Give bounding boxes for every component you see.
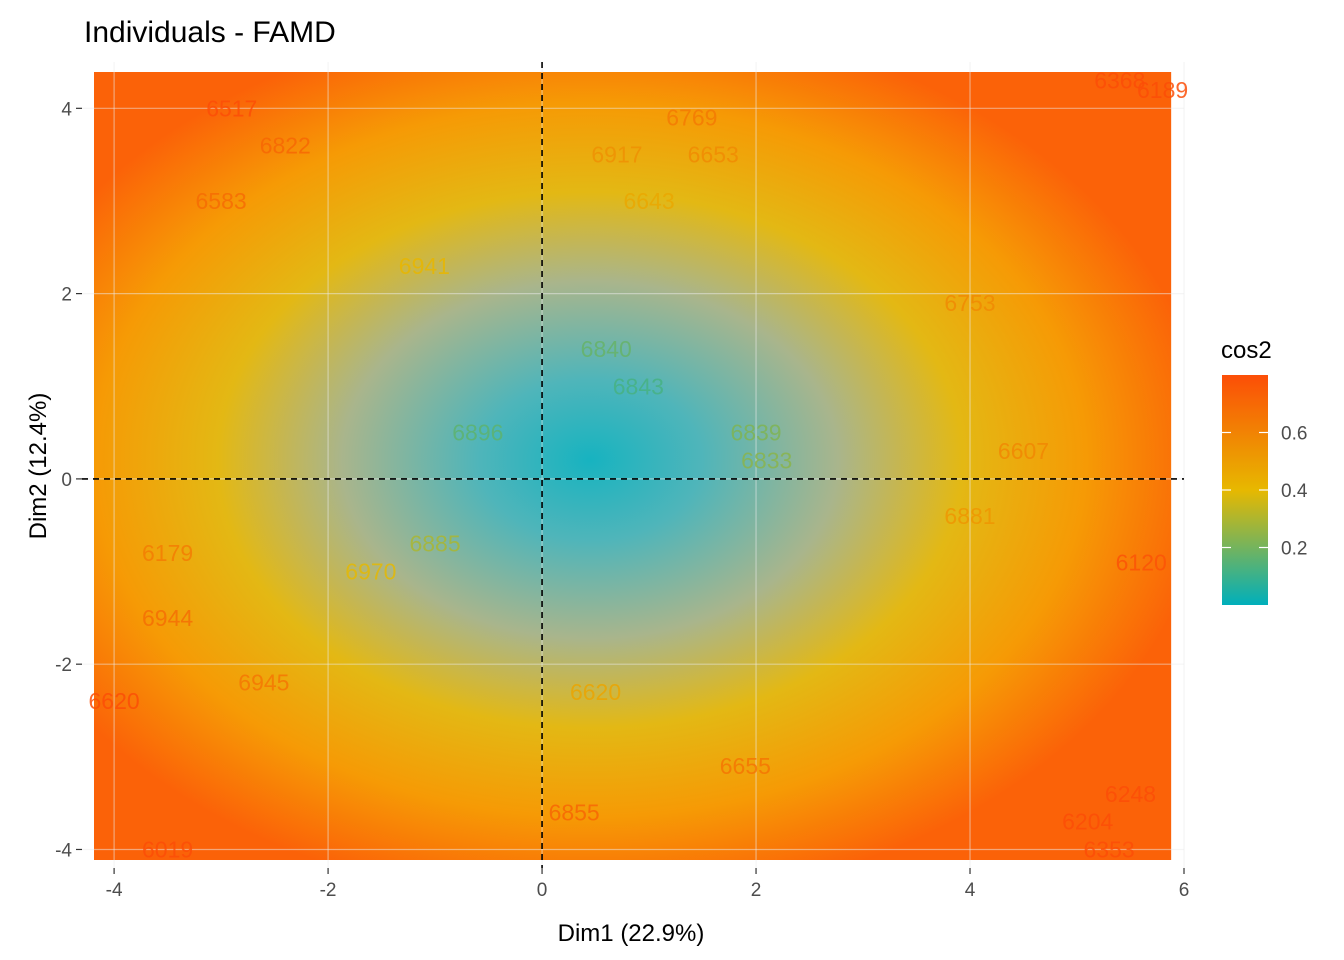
legend-tick-label: 0.2 xyxy=(1281,539,1307,560)
x-axis: -4 -2 0 2 4 6 xyxy=(106,868,1190,901)
legend-tick-label: 0.6 xyxy=(1281,424,1307,445)
y-tick-label: 0 xyxy=(61,470,72,491)
point-label: 6248 xyxy=(1105,781,1156,807)
point-label: 6353 xyxy=(1084,836,1135,862)
point-label: 6517 xyxy=(206,95,257,121)
point-label: 6753 xyxy=(944,290,995,316)
point-label: 6896 xyxy=(452,420,503,446)
point-label: 6655 xyxy=(720,753,771,779)
reference-lines xyxy=(82,62,1184,868)
y-axis-label: Dim2 (12.4%) xyxy=(25,393,52,540)
legend-ticks: 0.2 0.4 0.6 xyxy=(1222,424,1308,560)
y-tick-label: -2 xyxy=(55,655,72,676)
y-axis: -4 -2 0 2 4 xyxy=(55,99,82,861)
point-label: 6840 xyxy=(581,336,632,362)
point-label: 6368 xyxy=(1094,68,1145,94)
point-label: 6120 xyxy=(1116,549,1167,575)
point-label: 6822 xyxy=(260,132,311,158)
point-label: 6643 xyxy=(623,188,674,214)
x-axis-label: Dim1 (22.9%) xyxy=(558,920,705,947)
point-label: 6881 xyxy=(944,503,995,529)
point-label: 6620 xyxy=(570,679,621,705)
point-label: 6179 xyxy=(142,540,193,566)
x-tick-label: 2 xyxy=(751,880,762,901)
point-label: 6885 xyxy=(409,531,460,557)
point-label: 6917 xyxy=(591,142,642,168)
point-label: 6833 xyxy=(741,447,792,473)
plot-background xyxy=(94,72,1172,860)
point-label: 6583 xyxy=(196,188,247,214)
x-tick-label: -4 xyxy=(106,880,123,901)
point-label: 6189 xyxy=(1137,77,1188,103)
legend-tick-label: 0.4 xyxy=(1281,481,1308,502)
label-cloud xyxy=(94,72,1172,860)
y-tick-label: -4 xyxy=(55,840,72,861)
x-tick-label: -2 xyxy=(320,880,337,901)
point-label: 6839 xyxy=(730,420,781,446)
point-label: 6944 xyxy=(142,605,193,631)
y-tick-label: 2 xyxy=(61,285,72,306)
point-label: 6970 xyxy=(345,559,396,585)
point-label: 6607 xyxy=(998,438,1049,464)
x-tick-label: 6 xyxy=(1179,880,1190,901)
point-label: 6620 xyxy=(89,688,140,714)
point-label: 6843 xyxy=(613,373,664,399)
point-label: 6941 xyxy=(399,253,450,279)
chart-title: Individuals - FAMD xyxy=(84,16,336,49)
point-label: 6945 xyxy=(238,670,289,696)
x-tick-label: 4 xyxy=(965,880,976,901)
legend-title: cos2 xyxy=(1221,337,1272,364)
point-label: 6653 xyxy=(688,142,739,168)
point-label: 6855 xyxy=(549,799,600,825)
point-label: 6204 xyxy=(1062,809,1113,835)
x-tick-label: 0 xyxy=(537,880,548,901)
color-legend: cos2 0.2 0.4 0.6 xyxy=(1221,337,1308,605)
point-label: 6769 xyxy=(666,105,717,131)
point-label: 6019 xyxy=(142,836,193,862)
y-tick-label: 4 xyxy=(61,99,72,120)
